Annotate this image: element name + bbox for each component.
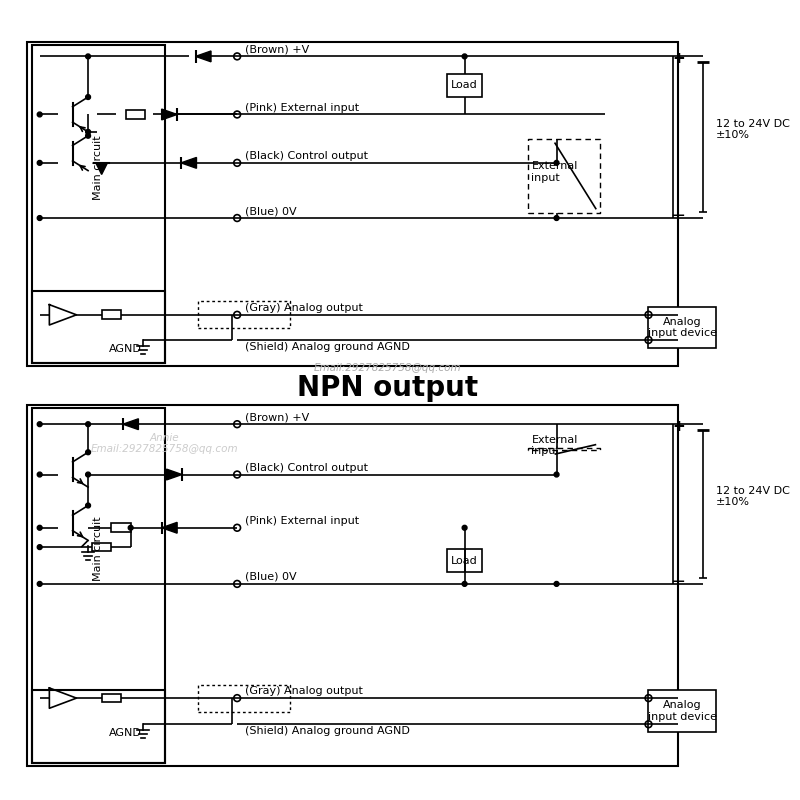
Bar xyxy=(27,42,678,366)
Circle shape xyxy=(554,216,559,221)
Circle shape xyxy=(38,545,42,550)
Text: −: − xyxy=(670,207,686,225)
Bar xyxy=(32,408,165,763)
Bar xyxy=(649,307,716,348)
Bar xyxy=(27,405,678,766)
Bar xyxy=(92,542,111,551)
Circle shape xyxy=(38,526,42,530)
Polygon shape xyxy=(166,469,182,480)
Circle shape xyxy=(38,161,42,166)
Bar xyxy=(447,74,482,97)
Text: AGND: AGND xyxy=(110,344,142,354)
Circle shape xyxy=(86,450,90,454)
Circle shape xyxy=(38,216,42,221)
Text: (Pink) External input: (Pink) External input xyxy=(245,102,359,113)
Text: −: − xyxy=(670,573,686,591)
Circle shape xyxy=(554,582,559,586)
Text: Load: Load xyxy=(451,556,478,566)
Text: NPN output: NPN output xyxy=(297,374,478,402)
Circle shape xyxy=(86,422,90,426)
Circle shape xyxy=(462,582,467,586)
Bar xyxy=(649,690,716,732)
Text: Main circuit: Main circuit xyxy=(94,135,103,200)
Polygon shape xyxy=(162,109,177,120)
Text: (Brown) +V: (Brown) +V xyxy=(245,412,309,422)
Text: (Shield) Analog ground AGND: (Shield) Analog ground AGND xyxy=(245,726,410,736)
Circle shape xyxy=(462,526,467,530)
Text: External
input: External input xyxy=(531,434,578,456)
Polygon shape xyxy=(181,158,197,168)
Text: Analog
input device: Analog input device xyxy=(648,700,717,722)
Circle shape xyxy=(38,422,42,426)
Text: AGND: AGND xyxy=(110,728,142,738)
Circle shape xyxy=(86,472,90,477)
Bar xyxy=(126,110,145,119)
Text: Load: Load xyxy=(451,81,478,90)
Text: (Blue) 0V: (Blue) 0V xyxy=(245,572,297,582)
Bar xyxy=(102,694,121,702)
Circle shape xyxy=(86,130,90,134)
Bar xyxy=(32,290,165,363)
Bar xyxy=(32,690,165,763)
Circle shape xyxy=(554,161,559,166)
Bar xyxy=(102,310,121,319)
Polygon shape xyxy=(96,163,107,174)
Text: (Gray) Analog output: (Gray) Analog output xyxy=(245,303,362,313)
Polygon shape xyxy=(162,522,177,533)
Circle shape xyxy=(462,54,467,59)
Circle shape xyxy=(38,582,42,586)
Polygon shape xyxy=(123,418,138,430)
Text: +: + xyxy=(673,418,686,434)
Text: (Shield) Analog ground AGND: (Shield) Analog ground AGND xyxy=(245,342,410,352)
Text: +: + xyxy=(673,51,686,66)
Text: Email:2927825758@qq.com: Email:2927825758@qq.com xyxy=(314,363,461,373)
Circle shape xyxy=(86,503,90,508)
Text: (Pink) External input: (Pink) External input xyxy=(245,516,359,526)
Circle shape xyxy=(86,54,90,59)
Text: 12 to 24V DC
±10%: 12 to 24V DC ±10% xyxy=(716,118,790,140)
Text: 12 to 24V DC
±10%: 12 to 24V DC ±10% xyxy=(716,486,790,507)
Text: (Black) Control output: (Black) Control output xyxy=(245,462,368,473)
Text: Annie
Email:2927825758@qq.com: Annie Email:2927825758@qq.com xyxy=(90,433,238,454)
Bar xyxy=(32,45,165,363)
Text: (Black) Control output: (Black) Control output xyxy=(245,151,368,161)
Circle shape xyxy=(38,112,42,117)
Text: (Blue) 0V: (Blue) 0V xyxy=(245,206,297,216)
Text: (Brown) +V: (Brown) +V xyxy=(245,45,309,54)
Text: Main circuit: Main circuit xyxy=(94,517,103,582)
Circle shape xyxy=(86,94,90,99)
Polygon shape xyxy=(195,51,211,62)
Bar xyxy=(447,549,482,572)
Text: External
input: External input xyxy=(531,162,578,183)
Circle shape xyxy=(128,526,133,530)
Text: Analog
input device: Analog input device xyxy=(648,317,717,338)
Text: (Gray) Analog output: (Gray) Analog output xyxy=(245,686,362,696)
Circle shape xyxy=(38,472,42,477)
Bar xyxy=(111,523,130,532)
Circle shape xyxy=(554,472,559,477)
Circle shape xyxy=(86,134,90,138)
